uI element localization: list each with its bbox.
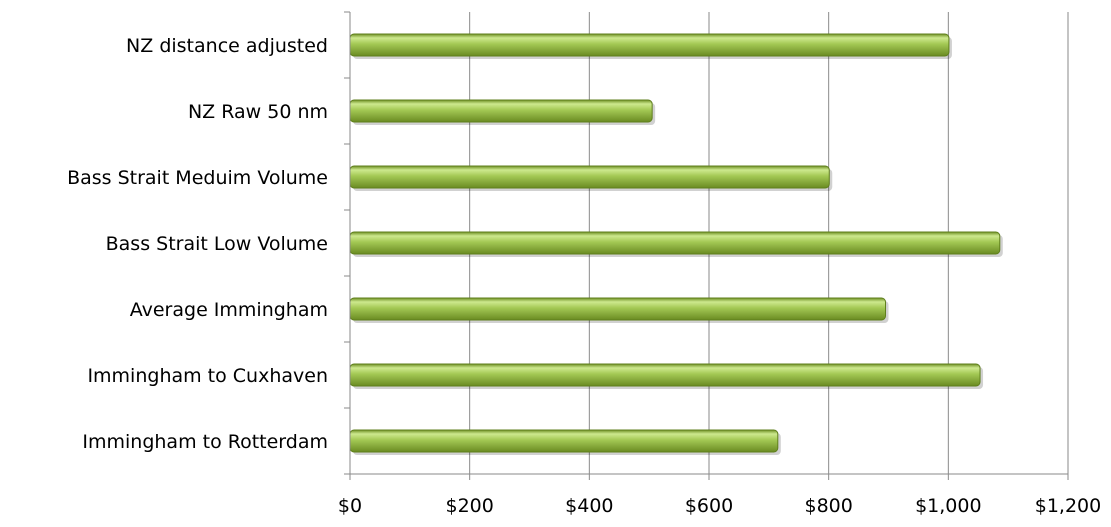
axes bbox=[344, 11, 1069, 480]
bar bbox=[349, 297, 887, 321]
category-label: NZ Raw 50 nm bbox=[188, 101, 328, 123]
bar bbox=[349, 429, 779, 453]
category-label: NZ distance adjusted bbox=[126, 35, 328, 57]
bar bbox=[349, 99, 653, 123]
x-tick-label: $200 bbox=[445, 495, 493, 517]
x-tick-label: $400 bbox=[565, 495, 613, 517]
x-tick-label: $800 bbox=[804, 495, 852, 517]
category-label: Average Immingham bbox=[130, 299, 328, 321]
category-label: Bass Strait Low Volume bbox=[106, 233, 328, 255]
x-tick-label: $600 bbox=[685, 495, 733, 517]
x-tick-label: $1,200 bbox=[1035, 495, 1101, 517]
category-label: Immingham to Cuxhaven bbox=[87, 365, 328, 387]
x-tick-label: $1,000 bbox=[915, 495, 981, 517]
category-label: Immingham to Rotterdam bbox=[82, 431, 328, 453]
bar bbox=[349, 165, 830, 189]
category-label: Bass Strait Meduim Volume bbox=[67, 167, 328, 189]
labels: $0 $200 $400 $600 $800 $1,000 $1,200 Immingham … bbox=[67, 35, 1101, 517]
bar bbox=[349, 33, 950, 57]
bar bbox=[349, 363, 981, 387]
bar bbox=[349, 231, 1001, 255]
x-tick-label: $0 bbox=[338, 495, 362, 517]
bars bbox=[349, 33, 1003, 455]
